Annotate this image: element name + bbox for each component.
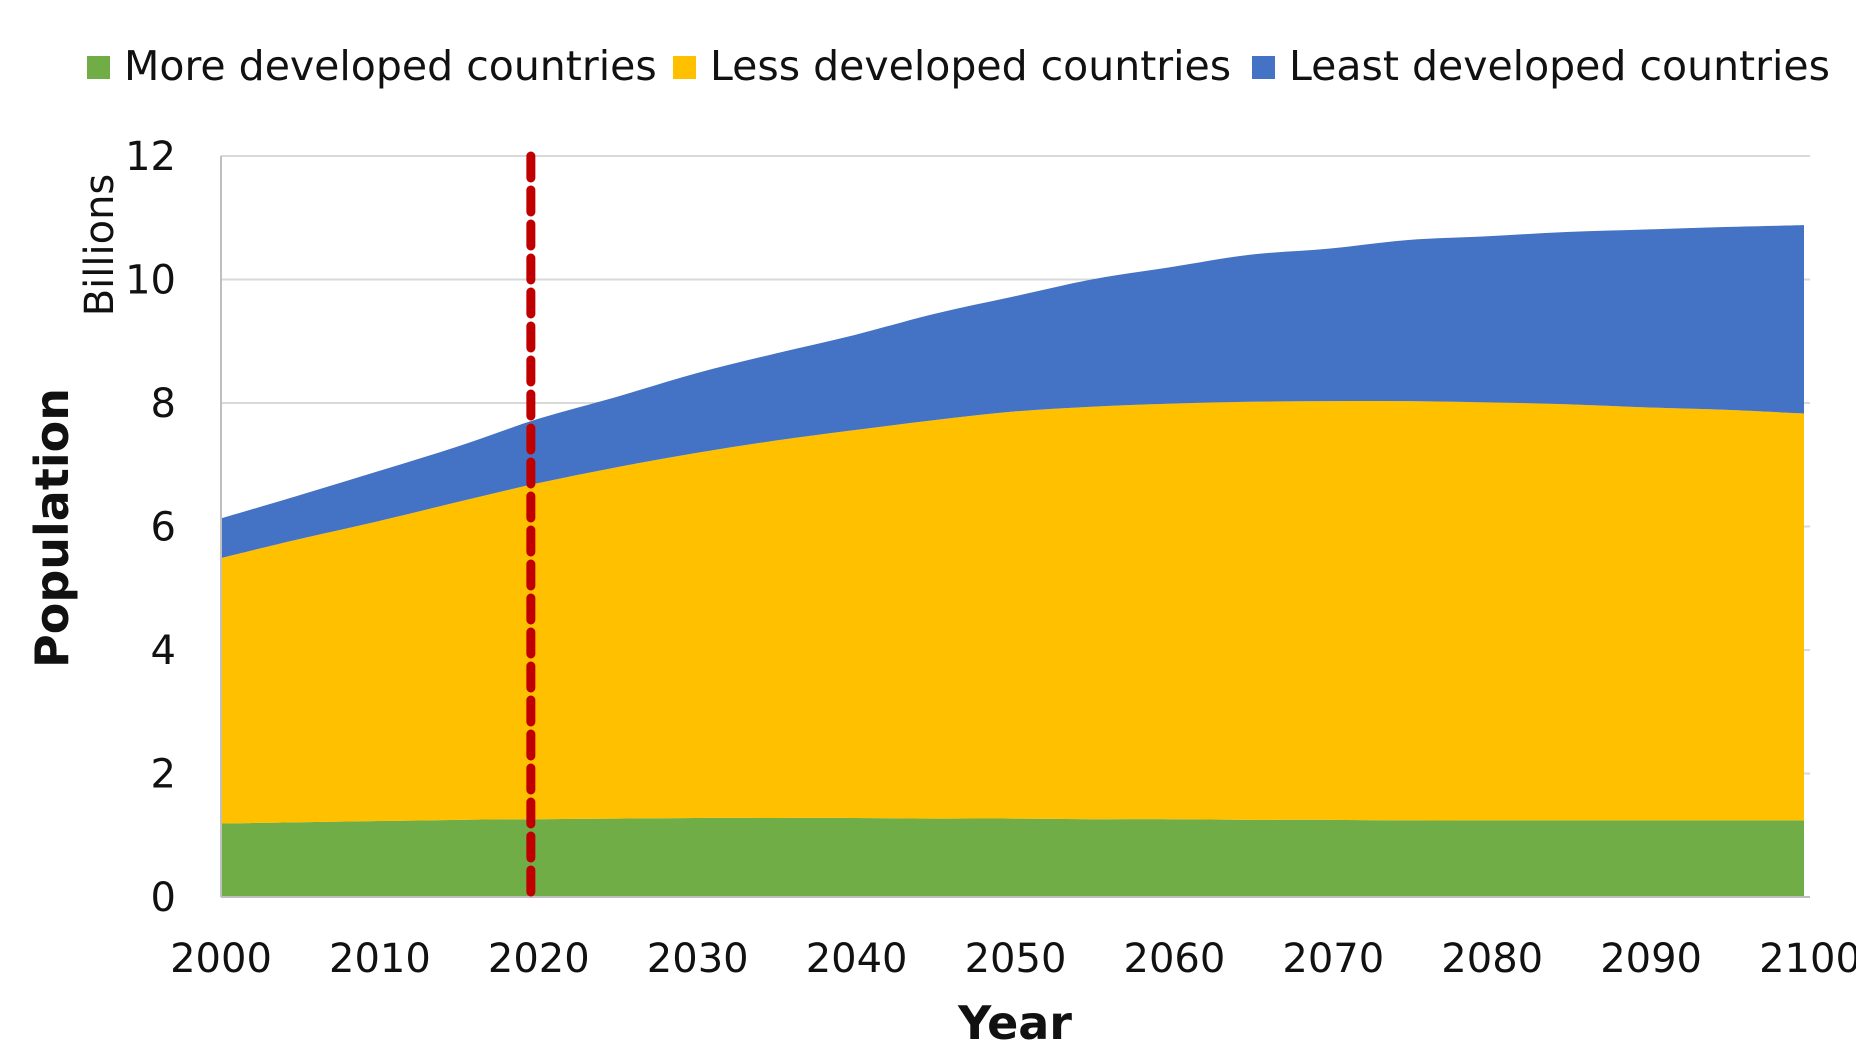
x-tick-label-2000: 2000 <box>170 936 272 982</box>
area-more-developed-countries <box>221 817 1804 897</box>
x-tick-label-2010: 2010 <box>329 936 431 982</box>
y-tick-label-0: 0 <box>151 875 176 921</box>
axis-labels: 0 2 4 6 8 10 12 2000 2010 2020 2030 2040 2050 2060 207… <box>25 134 1856 1048</box>
x-tick-label-2060: 2060 <box>1124 936 1226 982</box>
y-tick-label-2: 2 <box>151 752 176 798</box>
y-tick-label-10: 10 <box>125 258 176 304</box>
legend-item-less-developed-countries: Less developed countries <box>673 42 1231 90</box>
y-tick-label-8: 8 <box>151 381 176 427</box>
legend: More developed countries Less developed c… <box>87 42 1830 90</box>
x-tick-label-2080: 2080 <box>1441 936 1543 982</box>
legend-label-least-developed-countries: Least developed countries <box>1289 42 1830 90</box>
legend-swatch-more-developed-countries <box>87 56 110 79</box>
x-tick-label-2070: 2070 <box>1282 936 1384 982</box>
x-tick-label-2100: 2100 <box>1759 936 1856 982</box>
y-axis-title: Population <box>25 388 79 668</box>
legend-label-less-developed-countries: Less developed countries <box>710 42 1231 90</box>
y-tick-label-12: 12 <box>125 134 176 180</box>
axes <box>220 156 1810 898</box>
y-unit-label: Billions <box>77 174 123 317</box>
x-tick-label-2050: 2050 <box>965 936 1067 982</box>
x-tick-label-2090: 2090 <box>1600 936 1702 982</box>
legend-item-more-developed-countries: More developed countries <box>87 42 657 90</box>
x-tick-label-2020: 2020 <box>488 936 590 982</box>
x-tick-label-2040: 2040 <box>806 936 908 982</box>
y-tick-label-6: 6 <box>151 505 176 551</box>
legend-swatch-less-developed-countries <box>673 56 696 79</box>
area-less-developed-countries <box>221 401 1804 824</box>
x-axis-title: Year <box>957 996 1072 1044</box>
area-least-developed-countries <box>221 225 1804 558</box>
x-tick-label-2030: 2030 <box>647 936 749 982</box>
y-tick-label-4: 4 <box>151 628 176 674</box>
legend-item-least-developed-countries: Least developed countries <box>1252 42 1830 90</box>
legend-label-more-developed-countries: More developed countries <box>124 42 657 90</box>
stacked-areas <box>221 225 1804 897</box>
legend-swatch-least-developed-countries <box>1252 56 1275 79</box>
